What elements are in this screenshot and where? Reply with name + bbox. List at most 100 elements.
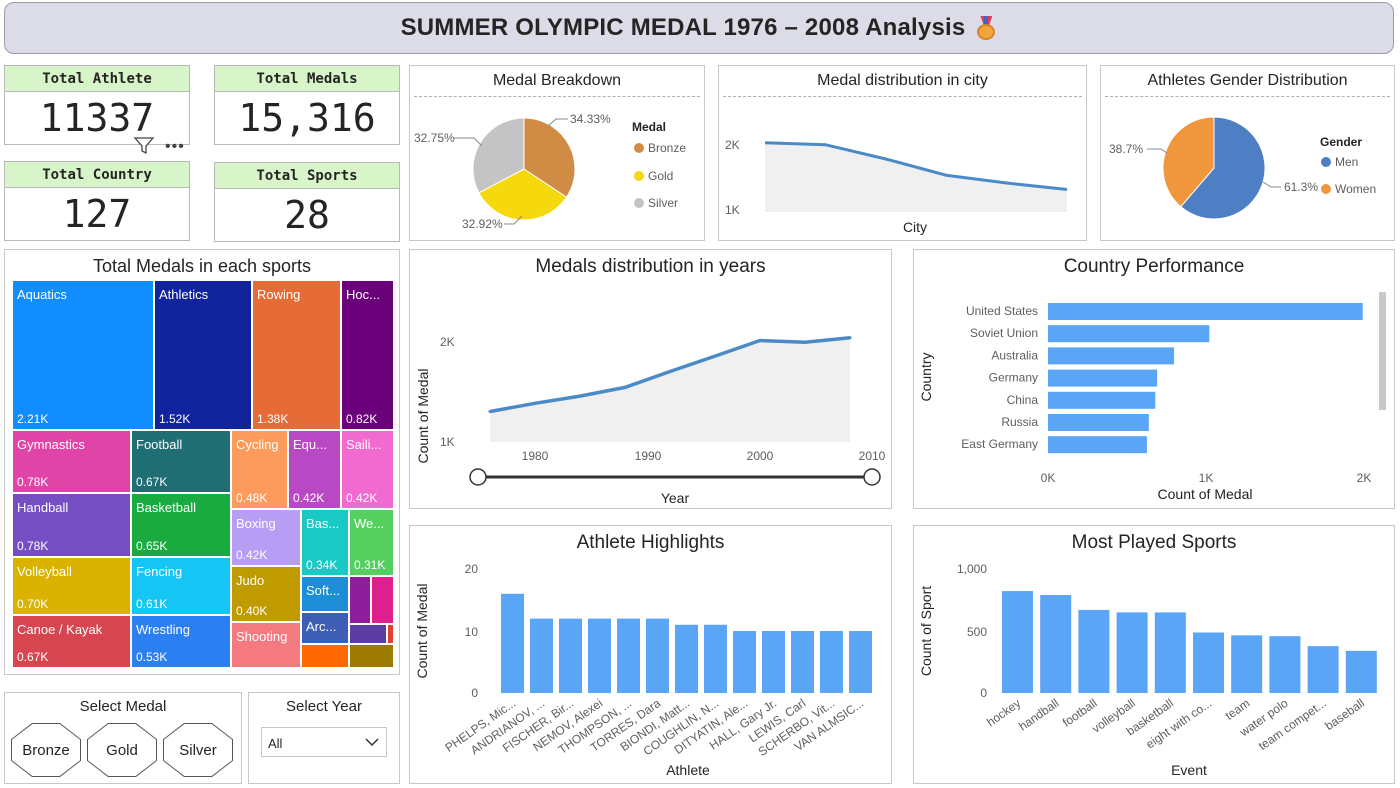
treemap-cell[interactable]: Fencing 0.61K bbox=[132, 558, 232, 616]
kpi-total-medals[interactable]: Total Medals 15,316 bbox=[214, 65, 400, 145]
treemap-cell[interactable]: Rowing 1.38K bbox=[253, 281, 342, 431]
legend-gold[interactable]: Gold bbox=[648, 169, 673, 183]
medal-option-silver[interactable]: Silver bbox=[163, 723, 233, 777]
country-bar[interactable] bbox=[1048, 369, 1158, 387]
athlete-highlights-card[interactable]: Athlete Highlights Count of Medal 20 10 … bbox=[409, 525, 892, 784]
gender-pie-chart[interactable]: 38.7% 61.3% Gender Men Women bbox=[1101, 66, 1396, 242]
bar[interactable] bbox=[1040, 595, 1072, 693]
treemap-cell[interactable]: Bas... 0.34K bbox=[302, 510, 350, 577]
medal-pie-chart[interactable]: 32.75% 34.33% 32.92% Medal Bronze Gold S… bbox=[410, 66, 706, 242]
year-slider-start-handle[interactable] bbox=[469, 468, 487, 486]
treemap-cell[interactable]: Hoc... 0.82K bbox=[342, 281, 395, 431]
bar[interactable] bbox=[675, 624, 698, 693]
year-slider-end-handle[interactable] bbox=[863, 468, 881, 486]
country-bar[interactable] bbox=[1048, 436, 1147, 454]
filter-icon[interactable] bbox=[133, 136, 155, 161]
bar[interactable] bbox=[1269, 636, 1301, 693]
years-point-1976[interactable] bbox=[488, 410, 492, 413]
legend-silver[interactable]: Silver bbox=[648, 196, 678, 210]
treemap-cell[interactable]: Arc... bbox=[302, 613, 350, 645]
bar[interactable] bbox=[559, 618, 582, 693]
medal-option-label[interactable]: Silver bbox=[164, 724, 232, 776]
bar[interactable] bbox=[1231, 635, 1263, 693]
country-bar[interactable] bbox=[1048, 325, 1210, 343]
years-point-2000[interactable] bbox=[758, 339, 762, 342]
city-series-line[interactable] bbox=[764, 141, 1068, 192]
treemap-cell[interactable]: Football 0.67K bbox=[132, 431, 232, 494]
bar[interactable] bbox=[1078, 609, 1110, 693]
country-bar-chart[interactable]: Country United States Soviet Union Austral… bbox=[914, 250, 1396, 510]
years-card[interactable]: Medals distribution in years Count of Me… bbox=[409, 249, 892, 509]
years-point-2004[interactable] bbox=[803, 340, 807, 344]
bar[interactable] bbox=[588, 618, 611, 693]
treemap-cell[interactable]: Equ... 0.42K bbox=[289, 431, 342, 510]
years-point-2008[interactable] bbox=[848, 336, 852, 340]
treemap-cell[interactable] bbox=[372, 577, 395, 625]
pie-slice-silver[interactable] bbox=[472, 117, 525, 194]
treemap-cell[interactable]: Judo 0.40K bbox=[232, 567, 302, 623]
sports-treemap[interactable]: Aquatics 2.21K Athletics 1.52K Rowing 1.38K Ho… bbox=[13, 281, 395, 669]
country-bar[interactable] bbox=[1048, 391, 1156, 409]
bar[interactable] bbox=[501, 593, 524, 693]
medal-option-gold[interactable]: Gold bbox=[87, 723, 157, 777]
treemap-cell[interactable]: Gymnastics 0.78K bbox=[13, 431, 132, 494]
kpi-total-country[interactable]: Total Country 127 bbox=[4, 161, 190, 241]
treemap-cell[interactable]: Canoe / Kayak 0.67K bbox=[13, 616, 132, 669]
bar[interactable] bbox=[646, 618, 669, 693]
most-played-sports-card[interactable]: Most Played Sports Count of Sport 1,000 … bbox=[913, 525, 1395, 784]
pie-slice-women[interactable] bbox=[1162, 116, 1215, 208]
treemap-cell[interactable]: Cycling 0.48K bbox=[232, 431, 289, 510]
legend-bronze[interactable]: Bronze bbox=[648, 141, 686, 155]
treemap-cell[interactable] bbox=[388, 625, 395, 645]
treemap-cell[interactable]: Shooting bbox=[232, 623, 302, 669]
medal-slicer-card[interactable]: Select Medal Bronze Gold Silver bbox=[4, 692, 242, 784]
more-options-icon[interactable]: ••• bbox=[165, 138, 185, 155]
years-point-1984[interactable] bbox=[578, 394, 582, 398]
treemap-cell[interactable]: We... 0.31K bbox=[350, 510, 395, 577]
years-line-chart[interactable]: Count of Medal 2K 1K 1980 1990 2000 2010… bbox=[410, 250, 893, 510]
treemap-card[interactable]: Total Medals in each sports Aquatics 2.21… bbox=[4, 249, 400, 675]
treemap-cell[interactable] bbox=[350, 645, 395, 669]
gender-distribution-card[interactable]: Athletes Gender Distribution 38.7% 61.3%… bbox=[1100, 65, 1395, 241]
bar[interactable] bbox=[704, 624, 727, 693]
country-bar[interactable] bbox=[1048, 347, 1175, 365]
medal-option-label[interactable]: Gold bbox=[88, 724, 156, 776]
kpi-total-sports[interactable]: Total Sports 28 bbox=[214, 162, 400, 242]
medal-option-label[interactable]: Bronze bbox=[12, 724, 80, 776]
scrollbar[interactable] bbox=[1379, 292, 1386, 410]
legend-women[interactable]: Women bbox=[1335, 182, 1376, 196]
treemap-cell[interactable]: Boxing 0.42K bbox=[232, 510, 302, 567]
treemap-cell[interactable]: Volleyball 0.70K bbox=[13, 558, 132, 616]
treemap-cell[interactable]: Handball 0.78K bbox=[13, 494, 132, 558]
sports-bar-chart[interactable]: Count of Sport 1,000 500 0 hockeyhandbal… bbox=[914, 526, 1396, 785]
pie-slice-men[interactable] bbox=[1180, 116, 1266, 220]
treemap-cell[interactable] bbox=[302, 645, 350, 669]
medal-breakdown-card[interactable]: Medal Breakdown 32.75% 34.33% 32.92% Med… bbox=[409, 65, 705, 241]
treemap-cell[interactable]: Wrestling 0.53K bbox=[132, 616, 232, 669]
legend-men[interactable]: Men bbox=[1335, 155, 1358, 169]
city-line-chart[interactable]: 2K 1K City bbox=[719, 66, 1088, 242]
years-point-1996[interactable] bbox=[713, 354, 717, 358]
city-distribution-card[interactable]: Medal distribution in city 2K 1K City bbox=[718, 65, 1087, 241]
bar[interactable] bbox=[530, 618, 553, 693]
athlete-bar-chart[interactable]: Count of Medal 20 10 0 PHELPS, Mic...AND… bbox=[410, 526, 893, 785]
bar[interactable] bbox=[820, 631, 843, 693]
year-slicer-card[interactable]: Select Year All bbox=[248, 692, 400, 784]
bar[interactable] bbox=[762, 631, 785, 693]
treemap-cell[interactable] bbox=[350, 625, 388, 645]
bar[interactable] bbox=[1193, 632, 1224, 693]
years-point-1980[interactable] bbox=[533, 401, 537, 405]
country-bar[interactable] bbox=[1048, 303, 1363, 320]
bar[interactable] bbox=[1345, 650, 1377, 693]
treemap-cell[interactable]: Aquatics 2.21K bbox=[13, 281, 155, 431]
treemap-cell[interactable]: Saili... 0.42K bbox=[342, 431, 395, 510]
country-bar[interactable] bbox=[1048, 414, 1149, 431]
year-dropdown[interactable]: All bbox=[261, 727, 387, 757]
years-point-1992[interactable] bbox=[668, 370, 672, 373]
treemap-cell[interactable]: Athletics 1.52K bbox=[155, 281, 253, 431]
bar[interactable] bbox=[1154, 612, 1186, 693]
kpi-total-athlete[interactable]: Total Athlete 11337 ••• bbox=[4, 65, 190, 155]
treemap-cell[interactable] bbox=[350, 577, 372, 625]
bar[interactable] bbox=[1307, 646, 1339, 693]
treemap-cell[interactable]: Basketball 0.65K bbox=[132, 494, 232, 558]
